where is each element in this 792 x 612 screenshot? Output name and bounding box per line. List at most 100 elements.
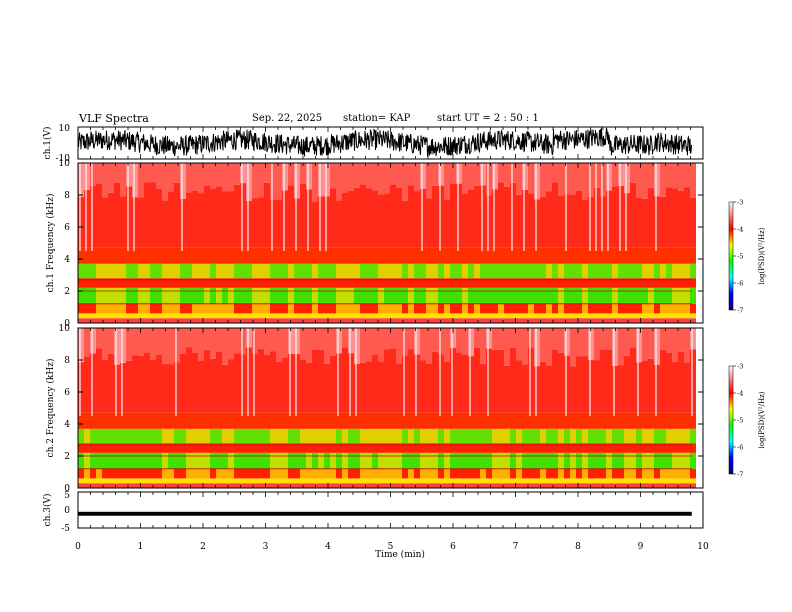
spectrogram-cell <box>666 468 672 479</box>
spectrogram-cell <box>330 318 336 323</box>
spectrogram-cell <box>132 428 138 444</box>
spectrogram-cell <box>78 468 84 479</box>
spectrogram-cell <box>684 468 690 479</box>
spectrogram-cell <box>690 303 696 314</box>
spectrogram-cell <box>510 428 516 444</box>
spectrogram-cell <box>654 247 660 264</box>
spectrogram-cell <box>114 287 120 304</box>
spectrogram-cell <box>582 478 588 484</box>
spectrogram-cell <box>534 468 540 479</box>
spectrogram-streak <box>439 163 441 251</box>
spectrogram-cell <box>636 303 642 314</box>
spectrogram-cell <box>636 247 642 264</box>
spectrogram-cell <box>648 483 654 488</box>
spectrogram-cell <box>186 163 192 193</box>
freq-tick-label: 6 <box>64 388 70 398</box>
spectrogram-cell <box>258 328 264 349</box>
spectrogram-cell <box>648 428 654 444</box>
spectrogram-cell <box>156 189 162 248</box>
spectrogram-cell <box>102 452 108 469</box>
spectrogram-cell <box>216 313 222 319</box>
spectrogram-cell <box>354 483 360 488</box>
spectrogram-cell <box>558 287 564 304</box>
spectrogram-cell <box>552 287 558 304</box>
spectrogram-cell <box>144 468 150 479</box>
spectrogram-cell <box>642 318 648 323</box>
spectrogram-cell <box>288 263 294 279</box>
spectrogram-cell <box>642 360 648 413</box>
spectrogram-cell <box>450 163 456 184</box>
spectrogram-cell <box>564 452 570 469</box>
colorbar-tick-label: -3 <box>737 363 743 371</box>
spectrogram-cell <box>660 263 666 279</box>
spectrogram-cell <box>222 278 228 288</box>
spectrogram-cell <box>282 452 288 469</box>
spectrogram-cell <box>486 412 492 429</box>
spectrogram-cell <box>678 468 684 479</box>
spectrogram-cell <box>624 247 630 264</box>
spectrogram-cell <box>366 287 372 304</box>
spectrogram-cell <box>108 278 114 288</box>
spectrogram-cell <box>612 303 618 314</box>
spectrogram-cell <box>132 313 138 319</box>
spectrogram-cell <box>180 313 186 319</box>
spectrogram-cell <box>84 478 90 484</box>
spectrogram-cell <box>276 199 282 248</box>
spectrogram-cell <box>318 443 324 453</box>
spectrogram-cell <box>630 287 636 304</box>
spectrogram-cell <box>498 478 504 484</box>
spectrogram-cell <box>336 278 342 288</box>
spectrogram-cell <box>150 412 156 429</box>
spectrogram-cell <box>234 353 240 413</box>
spectrogram-cell <box>216 468 222 479</box>
spectrogram-cell <box>402 263 408 279</box>
spectrogram-cell <box>552 483 558 488</box>
spectrogram-cell <box>420 478 426 484</box>
spectrogram-cell <box>450 287 456 304</box>
spectrogram-cell <box>180 483 186 488</box>
spectrogram-cell <box>414 483 420 488</box>
spectrogram-cell <box>630 303 636 314</box>
spectrogram-cell <box>180 353 186 413</box>
spectrogram-cell <box>90 452 96 469</box>
spectrogram-cell <box>582 278 588 288</box>
spectrogram-streak <box>241 163 243 251</box>
spectrogram-cell <box>150 328 156 360</box>
spectrogram-cell <box>330 247 336 264</box>
spectrogram-cell <box>516 263 522 279</box>
spectrogram-cell <box>294 278 300 288</box>
spectrogram-cell <box>108 192 114 248</box>
spectrogram-cell <box>330 355 336 413</box>
spectrogram-cell <box>300 452 306 469</box>
spectrogram-cell <box>648 278 654 288</box>
spectrogram-cell <box>162 363 168 413</box>
spectrogram-cell <box>576 428 582 444</box>
spectrogram-cell <box>438 313 444 319</box>
spectrogram-cell <box>216 443 222 453</box>
spectrogram-cell <box>216 428 222 444</box>
spectrogram-cell <box>648 478 654 484</box>
spectrogram-cell <box>672 468 678 479</box>
spectrogram-cell <box>162 303 168 314</box>
spectrogram-cell <box>306 313 312 319</box>
spectrogram-cell <box>552 328 558 350</box>
spectrogram-cell <box>156 452 162 469</box>
spectrogram-cell <box>522 412 528 429</box>
spectrogram-cell <box>120 318 126 323</box>
spectrogram-cell <box>636 263 642 279</box>
spectrogram-streak <box>415 328 417 416</box>
spectrogram-cell <box>348 412 354 429</box>
spectrogram-cell <box>84 247 90 264</box>
spectrogram-cell <box>606 428 612 444</box>
spectrogram-cell <box>690 478 696 484</box>
spectrogram-cell <box>378 428 384 444</box>
spectrogram-cell <box>204 303 210 314</box>
spectrogram-cell <box>336 443 342 453</box>
spectrogram-cell <box>132 328 138 356</box>
spectrogram-cell <box>498 349 504 413</box>
spectrogram-cell <box>156 355 162 413</box>
spectrogram-cell <box>138 412 144 429</box>
spectrogram-cell <box>378 278 384 288</box>
spectrogram-cell <box>390 328 396 349</box>
spectrogram-cell <box>90 428 96 444</box>
